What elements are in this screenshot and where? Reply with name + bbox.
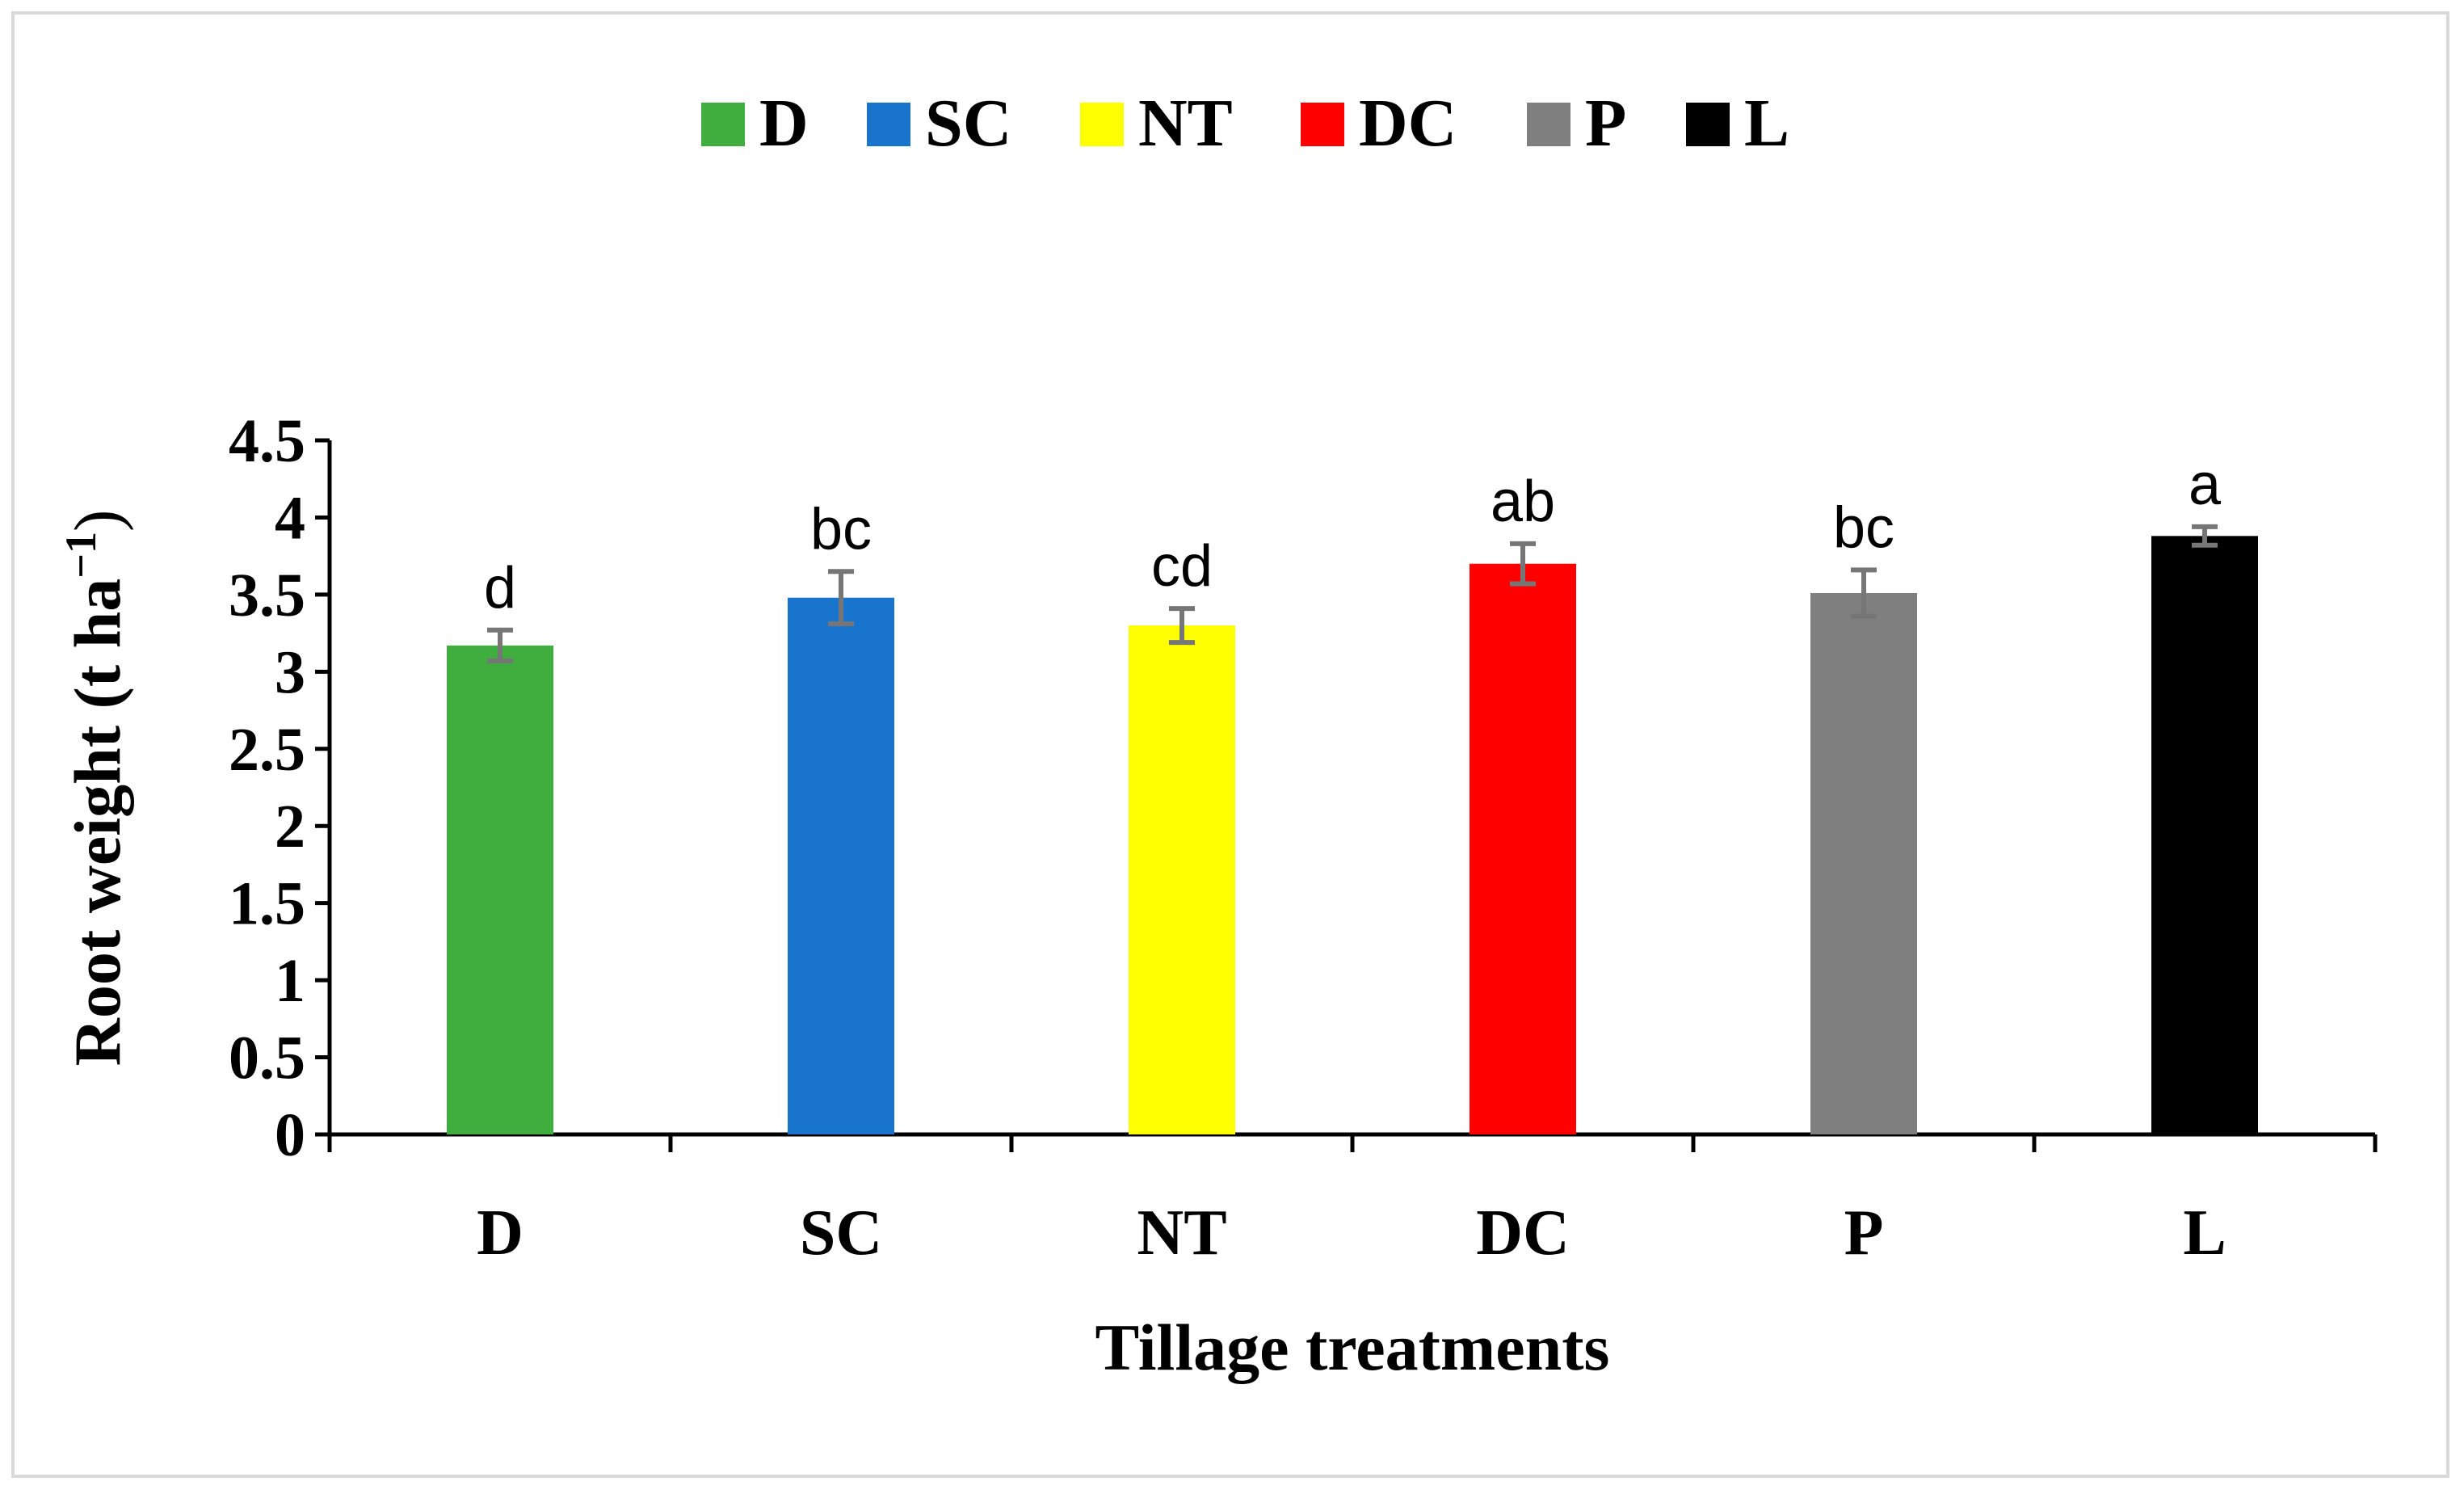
legend-label: D [759,86,809,161]
legend-item-dc: DC [1301,86,1457,161]
significance-label: ab [1491,469,1555,534]
legend-label: P [1585,86,1626,161]
y-axis: 0 0.5 1 1.5 2 2.5 3 3.5 4 4.5 [229,407,332,1169]
legend-label: NT [1138,86,1233,161]
legend-swatch [1080,103,1124,146]
y-tick-label: 4 [275,484,305,552]
bar-d [447,645,553,1134]
y-tick-label: 1 [275,947,305,1015]
error-bar-nt [1169,606,1195,646]
significance-labels: d bc cd ab bc a [484,452,2222,621]
significance-label: d [484,556,516,621]
legend-label: SC [925,86,1011,161]
y-axis-title: Root weight (t ha−1) [57,510,134,1067]
x-tick-label: DC [1476,1197,1570,1269]
error-bar-p [1851,567,1877,619]
legend-swatch [701,103,745,146]
x-tick-label: P [1844,1197,1884,1269]
bar-l [2151,536,2258,1134]
legend-label: DC [1359,86,1457,161]
legend-item-p: P [1527,86,1626,161]
bar-sc [788,597,894,1134]
legend-item-nt: NT [1080,86,1233,161]
error-bar-sc [828,569,854,627]
error-bar-l [2192,524,2218,548]
legend-swatch [1686,103,1730,146]
legend-label: L [1744,86,1789,161]
y-tick-label: 3 [275,638,305,706]
y-tick-label: 2.5 [229,716,305,784]
legend-item-d: D [701,86,809,161]
significance-label: a [2189,452,2222,517]
x-tick-label: D [477,1197,523,1269]
error-bars [487,524,2218,663]
bar-nt [1129,625,1235,1134]
legend-item-l: L [1686,86,1789,161]
significance-label: bc [810,497,872,562]
bar-p [1810,592,1917,1134]
x-tick-label: NT [1137,1197,1226,1269]
legend-item-sc: SC [867,86,1011,161]
x-tick-label: L [2183,1197,2226,1269]
significance-label: cd [1151,534,1213,599]
legend-swatch [1301,103,1344,146]
x-tick-label: SC [800,1197,882,1269]
y-tick-label: 3.5 [229,562,305,629]
y-tick-label: 2 [275,793,305,861]
bars [447,536,2258,1134]
y-axis-title-close: ) [61,510,134,532]
bar-dc [1470,563,1576,1134]
y-tick-label: 0.5 [229,1025,305,1092]
y-axis-title-superscript: −1 [57,532,105,579]
legend: D SC NT DC P L [701,86,1789,161]
legend-swatch [1527,103,1570,146]
error-bar-d [487,627,513,663]
significance-label: bc [1833,495,1894,560]
y-tick-label: 4.5 [229,407,305,475]
x-axis-title: Tillage treatments [1095,1311,1610,1384]
y-tick-label: 0 [275,1101,305,1169]
x-axis: D SC NT DC P L [327,1132,2378,1269]
error-bar-dc [1510,541,1536,587]
legend-swatch [867,103,910,146]
y-axis-title-main: Root weight (t ha [61,579,134,1067]
y-tick-label: 1.5 [229,870,305,938]
